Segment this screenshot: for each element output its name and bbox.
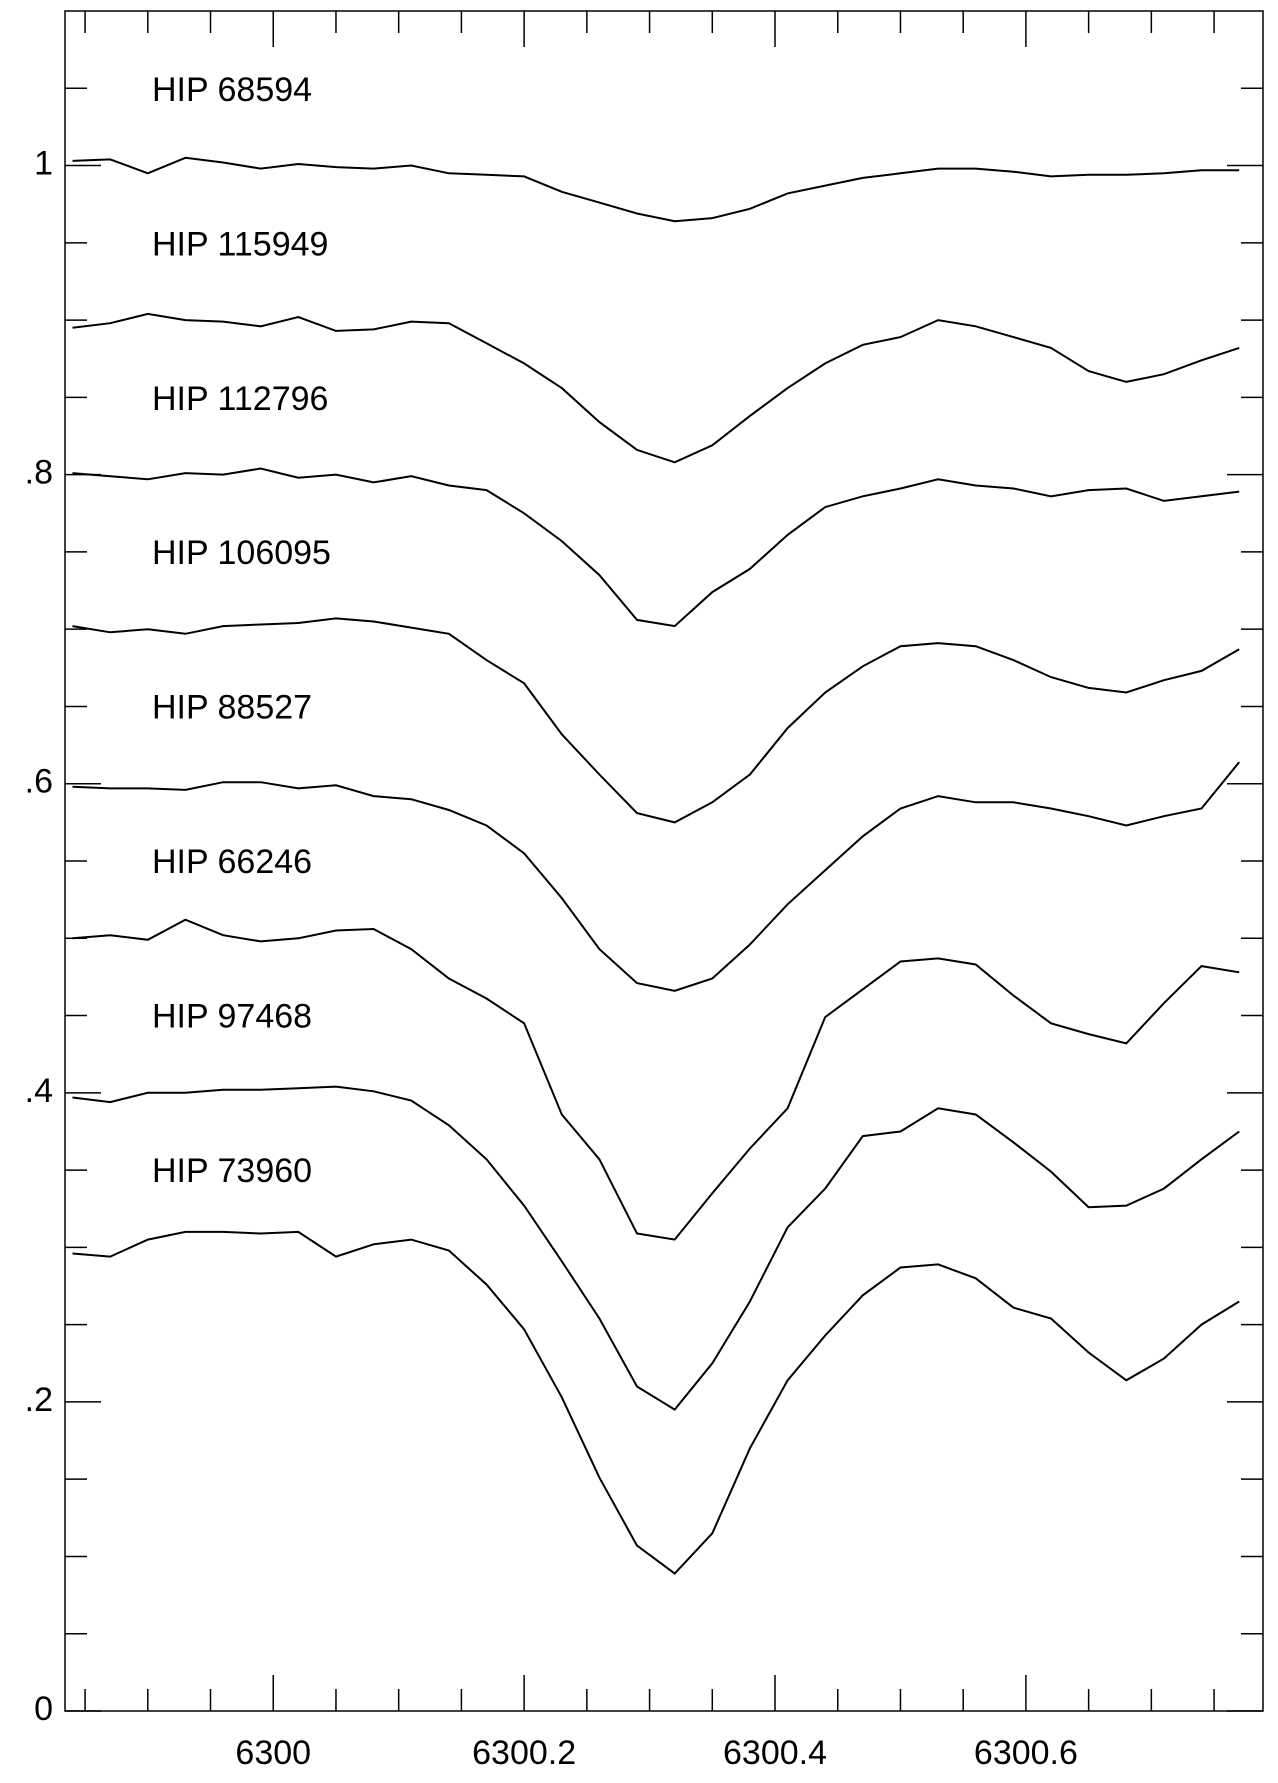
y-tick-label: .4 [25, 1072, 53, 1110]
spectrum-line [72, 156, 1240, 223]
x-tick-label: 6300.6 [974, 1734, 1078, 1772]
spectrum-line [72, 617, 1240, 824]
spectrum-line [72, 1230, 1240, 1575]
spectrum-line [72, 1085, 1240, 1411]
spectrum-line [72, 918, 1240, 1241]
x-tick-label: 6300 [235, 1734, 311, 1772]
y-tick-label: 0 [34, 1690, 53, 1728]
x-tick-label: 6300.2 [472, 1734, 576, 1772]
spectrum-line [72, 312, 1240, 464]
series-label: HIP 115949 [152, 225, 328, 263]
x-tick-label: 6300.4 [723, 1734, 827, 1772]
series-label: HIP 66246 [152, 843, 312, 881]
series-label: HIP 88527 [152, 689, 312, 727]
y-tick-label: .2 [25, 1381, 53, 1419]
y-tick-label: 1 [34, 145, 53, 183]
y-tick-label: .6 [25, 763, 53, 801]
series-label: HIP 73960 [152, 1152, 312, 1190]
series-label: HIP 106095 [152, 534, 331, 572]
spectrum-line [72, 467, 1240, 628]
y-tick-label: .8 [25, 454, 53, 492]
series-label: HIP 68594 [152, 71, 312, 109]
spectrum-line [72, 761, 1240, 992]
series-label: HIP 112796 [152, 380, 328, 418]
series-label: HIP 97468 [152, 997, 312, 1035]
